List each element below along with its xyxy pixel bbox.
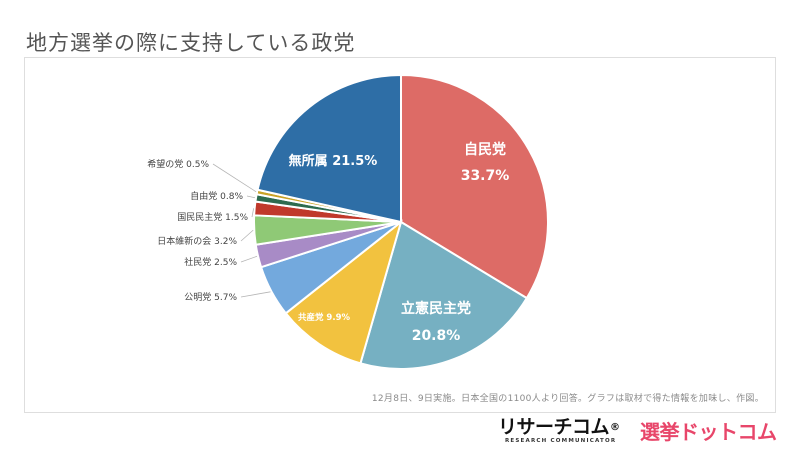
slice-label-公明党: 公明党 5.7%: [184, 291, 237, 303]
leader-line-日本維新の会: [240, 229, 254, 242]
leader-line-公明党: [240, 291, 271, 298]
slice-label-国民民主党: 国民民主党 1.5%: [177, 211, 248, 223]
research-logo-subtext: RESEARCH COMMUNICATOR: [505, 438, 617, 444]
chart-frame: [24, 57, 776, 413]
slice-label-自由党: 自由党 0.8%: [190, 190, 243, 202]
slice-共産党: [284, 219, 403, 365]
pie-slices: [253, 73, 549, 370]
slice-value-立憲民主党: 20.8%: [412, 328, 461, 344]
slice-label-社民党: 社民党 2.5%: [184, 256, 237, 268]
leader-line-社民党: [240, 255, 258, 263]
senkyo-dotcom-logo: 選挙ドットコム: [640, 420, 777, 444]
research-communicator-logo: リサーチコム® RESEARCH COMMUNICATOR: [498, 417, 626, 449]
slice-labels: 自民党 33.7% 立憲民主党 20.8% 共産党 9.9% 公明党 5.7% 社民党 2.…: [147, 141, 509, 344]
registered-mark: ®: [610, 422, 620, 433]
label-leader-lines: [212, 163, 271, 298]
slice-label-希望の党: 希望の党 0.5%: [147, 158, 209, 170]
leader-line-自由党: [246, 195, 256, 199]
leader-line-希望の党: [212, 163, 257, 193]
slice-label-立憲民主党: 立憲民主党: [401, 300, 471, 317]
chart-title: 地方選挙の際に支持している政党: [26, 31, 356, 55]
slice-無所属: [256, 73, 402, 224]
survey-note: 12月8日、9日実施。日本全国の1100人より回答。グラフは取材で得た情報を加味…: [371, 394, 764, 404]
slice-label-自民党: 自民党: [464, 141, 506, 158]
slice-立憲民主党: [359, 220, 529, 370]
research-logo-text: リサーチコム: [498, 416, 610, 438]
slice-label-共産党: 共産党 9.9%: [298, 312, 351, 323]
slice-自民党: [400, 73, 549, 300]
slice-value-自民党: 33.7%: [461, 168, 510, 184]
leader-line-国民民主党: [251, 208, 255, 218]
slice-label-日本維新の会: 日本維新の会 3.2%: [157, 235, 237, 247]
slice-label-無所属: 無所属 21.5%: [289, 153, 378, 169]
